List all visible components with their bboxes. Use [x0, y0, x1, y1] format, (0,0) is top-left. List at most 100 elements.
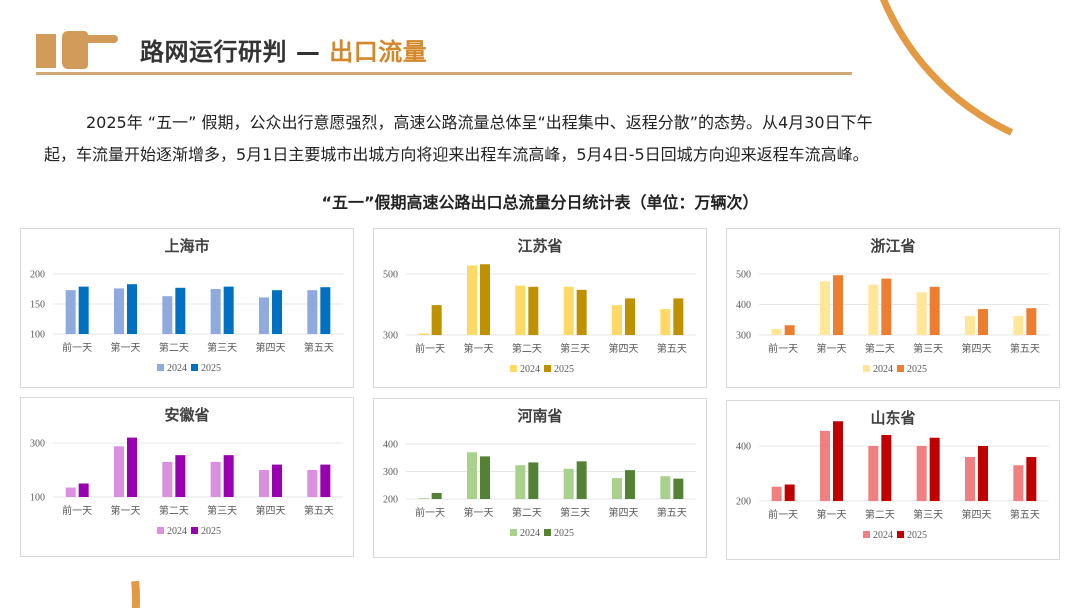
x-tick-label: 第四天: [609, 342, 639, 355]
bar-2024: [1013, 465, 1024, 501]
x-tick-label: 第二天: [159, 341, 189, 354]
x-tick-label: 第四天: [609, 506, 639, 519]
bar-2024: [916, 292, 927, 335]
y-tick-label: 300: [30, 439, 45, 450]
bar-2025: [625, 298, 635, 335]
bar-2024: [771, 328, 782, 335]
x-tick-label: 第二天: [865, 508, 895, 521]
x-tick-label: 第二天: [512, 342, 542, 355]
x-tick-label: 第三天: [913, 508, 943, 521]
x-tick-label: 第五天: [304, 504, 334, 517]
bar-2025: [528, 462, 539, 499]
bar-2025: [929, 437, 940, 501]
x-tick-label: 前一天: [415, 342, 445, 355]
chart-legend: 2024 2025: [21, 526, 353, 537]
y-tick-label: 200: [383, 495, 398, 506]
slide-header: 路网运行研判 — 出口流量: [36, 28, 852, 76]
bar-2025: [480, 264, 490, 335]
legend-swatch: [191, 527, 198, 534]
x-tick-label: 前一天: [415, 506, 445, 519]
legend-label: 2025: [201, 526, 221, 537]
y-tick-label: 200: [736, 497, 751, 508]
x-tick-label: 第三天: [913, 342, 943, 355]
bar-2024: [612, 305, 622, 335]
x-tick-label: 前一天: [768, 342, 798, 355]
x-tick-label: 前一天: [768, 508, 798, 521]
bar-2024: [965, 316, 975, 335]
legend-swatch: [863, 531, 870, 538]
legend-label: 2024: [167, 526, 187, 537]
bar-chart: 100 150 200 前一天 第一天 第二天 第三天 第四天 第五天: [30, 270, 343, 354]
bar-2024: [563, 468, 574, 499]
bar-2025: [78, 286, 89, 334]
x-tick-label: 第三天: [207, 504, 237, 517]
x-tick-label: 第一天: [111, 341, 141, 354]
legend-label: 2025: [554, 528, 574, 539]
bar-2024: [868, 446, 879, 501]
bar-2025: [833, 275, 843, 335]
x-tick-label: 第五天: [1010, 508, 1040, 521]
bar-chart: 200 400 前一天 第一天 第二天 第三天 第四天 第五天: [736, 421, 1049, 521]
chart-legend: 2024 2025: [21, 363, 353, 374]
header-divider: [36, 72, 852, 75]
bar-2024: [515, 465, 526, 499]
y-tick-label: 300: [736, 331, 751, 342]
x-tick-label: 第四天: [962, 508, 992, 521]
bar-2025: [881, 435, 892, 501]
bar-2024: [563, 286, 574, 335]
chart-legend: 2024 2025: [727, 364, 1059, 375]
bar-2025: [1026, 457, 1037, 501]
bar-2024: [418, 333, 429, 335]
x-tick-label: 第二天: [512, 506, 542, 519]
x-tick-label: 第一天: [111, 504, 141, 517]
bar-2025: [833, 421, 843, 501]
bar-2024: [114, 446, 124, 497]
chart-card-zhejiang: 浙江省 300 400 500 前一天 第一天 第二天 第三天 第四天 第五天 2024 2025: [726, 228, 1060, 388]
bar-2024: [467, 265, 477, 335]
y-tick-label: 400: [736, 442, 751, 453]
x-tick-label: 第四天: [256, 504, 286, 517]
x-tick-label: 第五天: [1010, 342, 1040, 355]
bar-2025: [784, 484, 795, 501]
legend-swatch: [544, 529, 551, 536]
bar-2024: [114, 288, 124, 334]
bar-2025: [480, 456, 490, 499]
bar-2024: [307, 470, 318, 497]
bar-2025: [127, 284, 137, 334]
bar-2025: [223, 286, 234, 334]
chart-title: 上海市: [164, 237, 210, 255]
y-tick-label: 300: [383, 467, 398, 478]
chart-legend: 2024 2025: [727, 530, 1059, 541]
bar-2024: [210, 461, 221, 497]
chart-card-anhui: 安徽省 100 300 前一天 第一天 第二天 第三天 第四天 第五天 2024 2025: [20, 397, 354, 557]
bar-2025: [784, 325, 795, 335]
bar-2025: [272, 464, 282, 497]
bar-2025: [223, 455, 234, 497]
legend-swatch: [510, 529, 517, 536]
bar-chart: 300 400 500 前一天 第一天 第二天 第三天 第四天 第五天: [736, 270, 1049, 355]
chart-card-jiangsu: 江苏省 300 500 前一天 第一天 第二天 第三天 第四天 第五天 2024 2025: [373, 228, 707, 388]
bar-2024: [307, 290, 318, 334]
paragraph-line-1: 2025年 “五一” 假期，公众出行意愿强烈，高速公路流量总体呈“出程集中、返程…: [86, 113, 873, 132]
bar-2024: [65, 290, 76, 334]
x-tick-label: 第一天: [464, 506, 494, 519]
table-title: “五一”假期高速公路出口总流量分日统计表（单位：万辆次）: [321, 193, 759, 212]
bar-2024: [1013, 316, 1024, 335]
bar-2024: [259, 297, 269, 334]
bar-2024: [467, 452, 477, 499]
bar-2024: [162, 461, 173, 497]
bar-2025: [78, 483, 89, 497]
chart-title: 河南省: [517, 407, 563, 425]
bar-2024: [868, 284, 879, 335]
bar-2025: [673, 298, 684, 335]
page-title: 路网运行研判 — 出口流量: [140, 32, 427, 67]
bar-2025: [576, 461, 587, 499]
x-tick-label: 前一天: [62, 341, 92, 354]
x-tick-label: 第五天: [304, 341, 334, 354]
bar-2024: [660, 309, 671, 335]
y-tick-label: 100: [30, 330, 45, 341]
x-tick-label: 第四天: [962, 342, 992, 355]
y-tick-label: 500: [736, 270, 751, 281]
legend-swatch: [544, 365, 551, 372]
bar-2025: [881, 278, 892, 335]
